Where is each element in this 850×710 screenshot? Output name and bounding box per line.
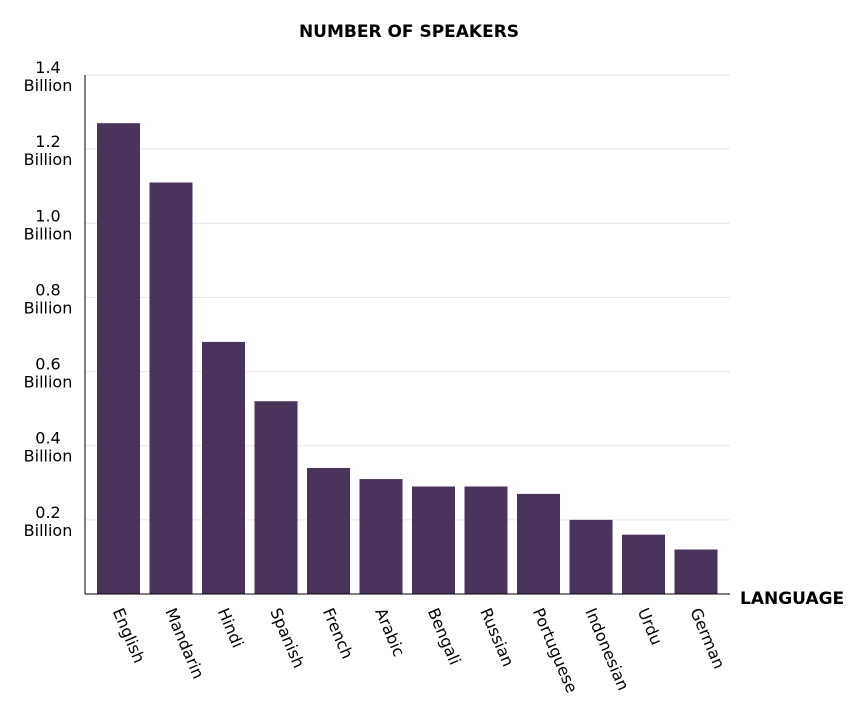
y-tick-label: 1.4 Billion [24,58,73,95]
x-axis-title: LANGUAGE [740,589,844,609]
x-tick-label: Bengali [424,605,465,667]
y-tick-label: 1.0 Billion [24,206,73,243]
bar-hindi [202,341,245,594]
x-tick-label: Portuguese [529,605,582,695]
x-tick-label: German [686,605,729,671]
y-tick-label: 0.4 Billion [24,429,73,466]
x-tick-label: English [109,605,149,666]
x-tick-label: Indonesian [581,605,633,693]
bar-german [674,549,718,594]
x-tick-label: Urdu [634,605,666,648]
bar-arabic [359,479,403,594]
x-tick-label: Mandarin [161,605,208,681]
bar-spanish [254,401,298,594]
bar-french [307,467,350,594]
y-tick-label: 0.2 Billion [24,503,73,540]
x-axis-category-labels: English Mandarin Hindi Spanish French Arabic B… [109,605,729,695]
bar-english [97,123,140,594]
y-tick-label: 0.8 Billion [24,280,73,317]
bar-portuguese [517,493,560,594]
x-tick-label: Hindi [214,605,248,650]
y-tick-label: 1.2 Billion [24,132,73,169]
x-tick-label: Arabic [371,605,408,659]
y-axis-tick-labels: 0.2 Billion 0.4 Billion 0.6 Billion 0.8 Billion… [24,58,73,540]
bar-bengali [412,486,455,594]
bar-mandarin [149,182,193,594]
y-tick-label: 0.6 Billion [24,355,73,392]
x-tick-label: Russian [476,605,518,669]
x-tick-label: French [319,605,357,661]
bars [97,123,718,594]
chart-title: NUMBER OF SPEAKERS [299,22,519,42]
bar-urdu [622,534,665,594]
bar-russian [464,486,508,594]
bar-indonesian [569,519,613,594]
x-tick-label: Spanish [266,605,308,671]
